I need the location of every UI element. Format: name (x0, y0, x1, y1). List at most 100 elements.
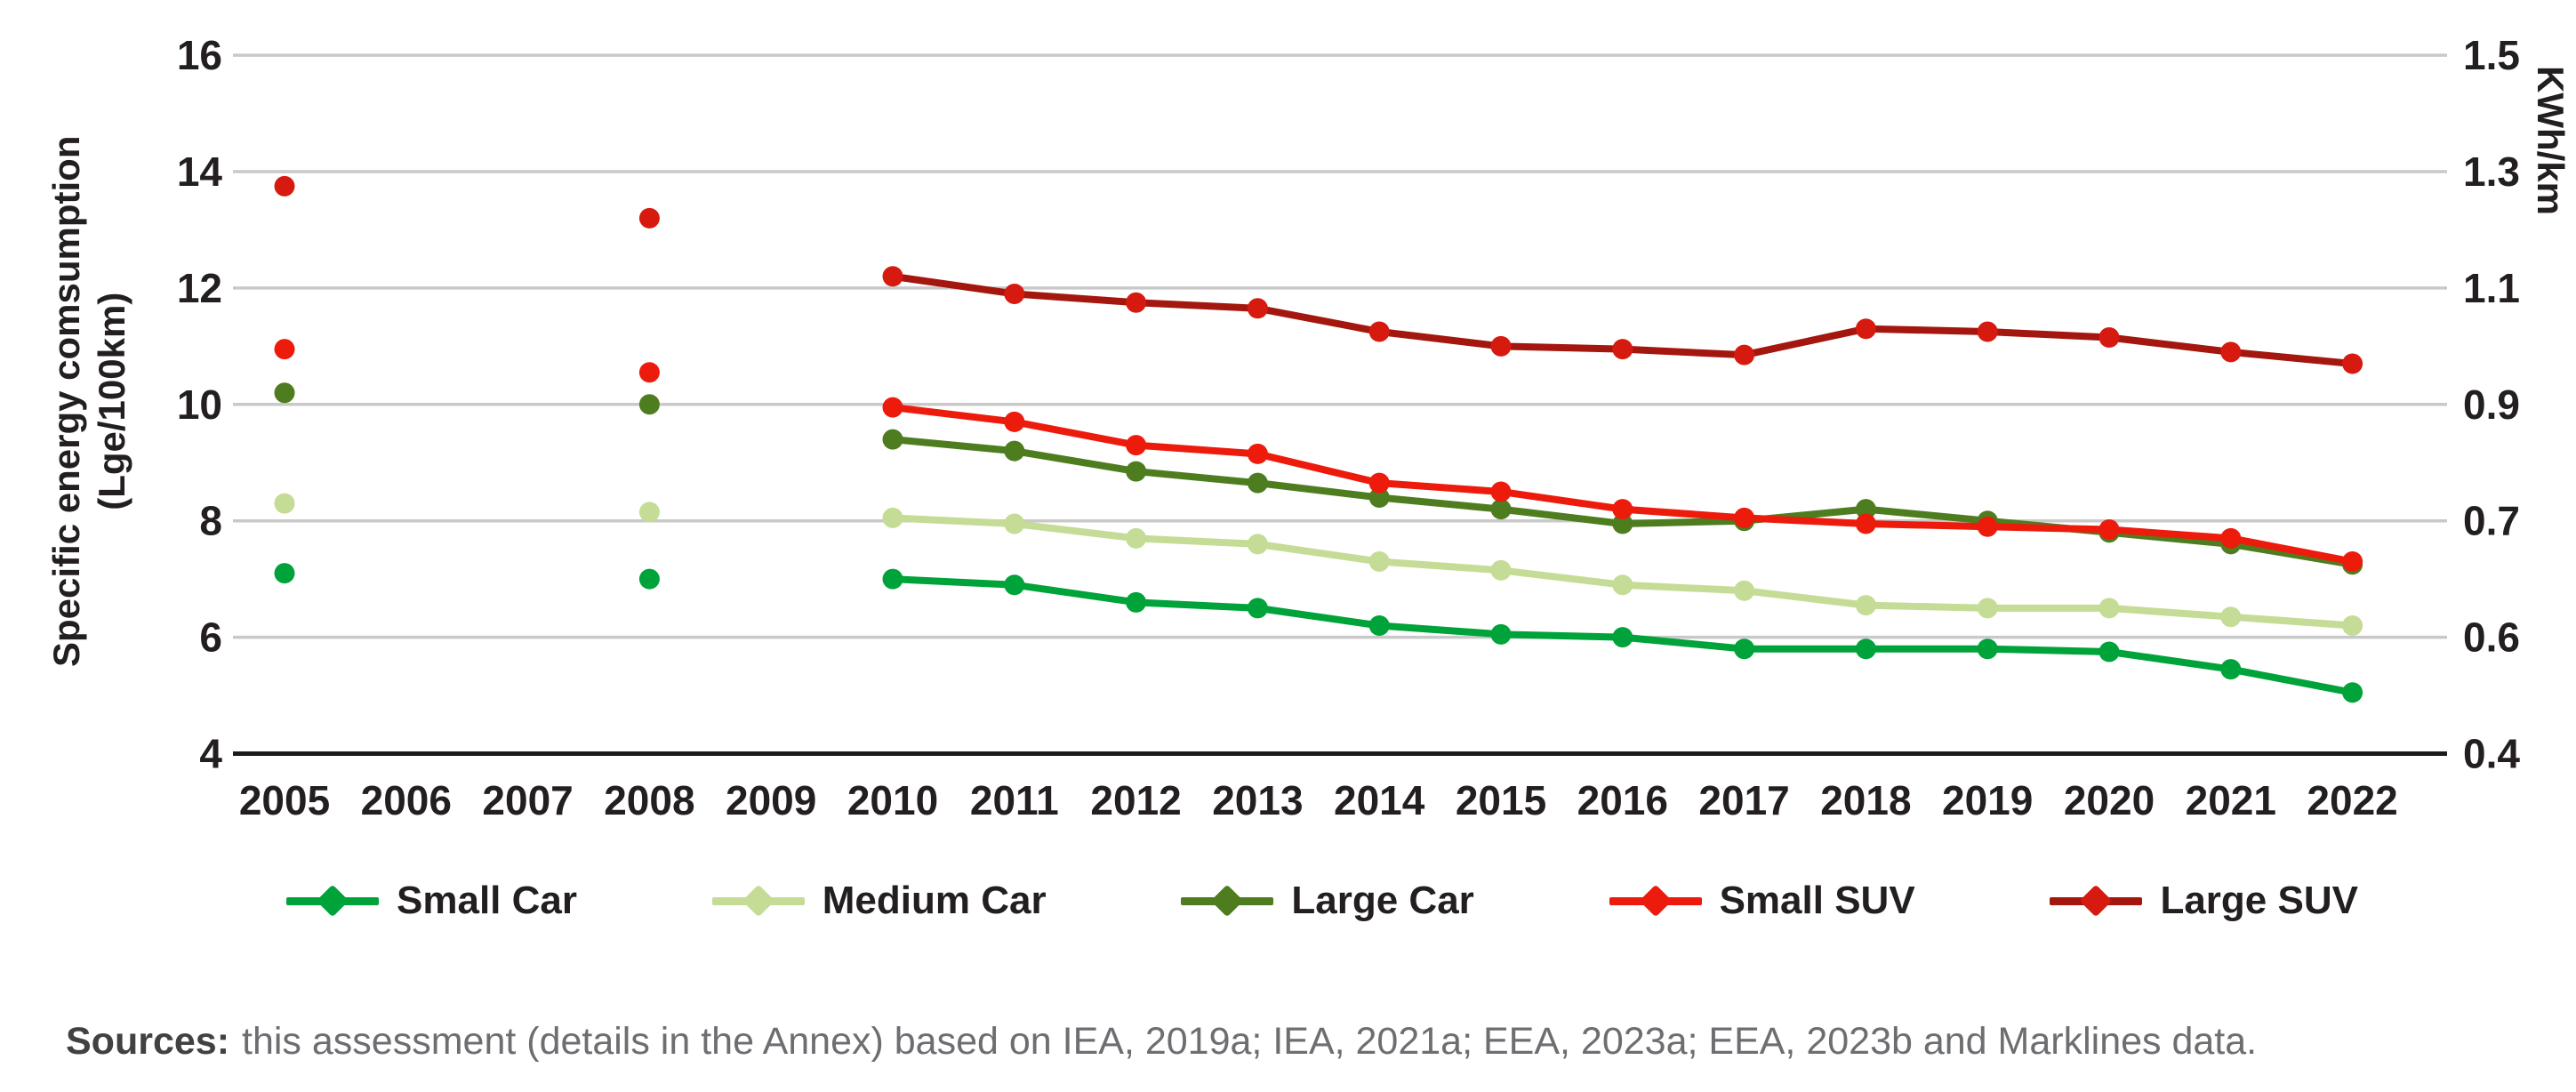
data-point-large-car (274, 382, 295, 404)
data-point-large-car (1004, 440, 1025, 462)
data-point-large-car (1247, 472, 1268, 494)
x-axis-tick-label: 2017 (1698, 777, 1789, 823)
data-point-small-car (1247, 598, 1268, 619)
data-point-small-car (1126, 591, 1147, 613)
y-axis-title: Specific energy comsumption (Lge/100km) (44, 35, 134, 767)
sources-text: this assessment (details in the Annex) b… (242, 1020, 2258, 1063)
x-axis-tick-label: 2014 (1334, 777, 1425, 823)
data-point-small-suv (1247, 443, 1268, 464)
data-point-small-suv (2342, 551, 2363, 573)
x-axis-tick-label: 2006 (361, 777, 452, 823)
data-point-large-suv (1004, 283, 1025, 304)
data-point-small-car (1855, 638, 1876, 660)
data-point-medium-car (1004, 513, 1025, 534)
data-point-small-suv (638, 362, 660, 383)
legend-item-small-suv: Small SUV (1609, 879, 1915, 923)
data-point-medium-car (2099, 598, 2120, 619)
data-point-small-car (1734, 638, 1755, 660)
y-axis-title-line2: (Lge/100km) (91, 292, 132, 510)
data-point-small-car (1368, 615, 1390, 637)
x-axis-tick-label: 2015 (1456, 777, 1546, 823)
y-axis-tick-label: 12 (177, 265, 222, 311)
legend-diamond (316, 884, 349, 918)
legend-label: Small SUV (1719, 879, 1915, 922)
data-point-small-suv (1855, 513, 1876, 534)
legend-marker-icon (1609, 884, 1702, 918)
legend-marker-icon (2050, 884, 2143, 918)
data-point-large-car (1490, 499, 1512, 520)
data-point-small-suv (1004, 411, 1025, 432)
legend-diamond (1639, 884, 1672, 918)
data-point-large-suv (1977, 321, 1998, 342)
data-point-small-suv (2220, 527, 2242, 549)
data-point-large-suv (274, 175, 295, 197)
sources-label: Sources: (66, 1020, 230, 1063)
legend-label: Large Car (1291, 879, 1474, 922)
data-point-small-car (2342, 682, 2363, 703)
data-point-small-car (2099, 641, 2120, 662)
y-axis-tick-label: 6 (199, 614, 222, 661)
data-point-small-car (882, 568, 903, 590)
data-point-small-car (1490, 623, 1512, 645)
legend-diamond (1210, 884, 1244, 918)
data-point-small-suv (1612, 499, 1633, 520)
data-point-small-suv (1977, 516, 1998, 537)
data-point-medium-car (1490, 559, 1512, 581)
data-point-large-suv (2220, 341, 2242, 363)
data-point-small-car (1977, 638, 1998, 660)
data-point-medium-car (2220, 606, 2242, 628)
data-point-small-suv (274, 339, 295, 360)
data-point-large-car (882, 429, 903, 450)
data-point-medium-car (274, 493, 295, 514)
data-point-medium-car (1855, 595, 1876, 616)
legend-diamond (2080, 884, 2113, 918)
data-point-large-car (638, 394, 660, 415)
x-axis-tick-label: 2016 (1577, 777, 1668, 823)
data-point-small-suv (1734, 507, 1755, 528)
data-point-large-suv (882, 266, 903, 287)
y2-axis-title: KWh/km (2530, 66, 2572, 215)
x-axis-tick-label: 2019 (1942, 777, 2033, 823)
data-point-large-suv (638, 207, 660, 229)
sources-line: Sources: this assessment (details in the … (66, 1019, 2538, 1065)
x-axis-tick-label: 2018 (1820, 777, 1911, 823)
legend-item-large-car: Large Car (1181, 879, 1474, 923)
data-point-large-suv (2099, 327, 2120, 349)
x-axis-tick-label: 2021 (2186, 777, 2276, 823)
y2-axis-tick-label: 0.4 (2463, 731, 2520, 777)
x-axis-tick-label: 2009 (726, 777, 816, 823)
y2-axis-tick-label: 0.9 (2463, 381, 2520, 428)
data-point-medium-car (1247, 534, 1268, 555)
x-axis-tick-label: 2008 (604, 777, 694, 823)
energy-consumption-line-chart: 16 1.5 14 1.3 12 1.1 10 0.9 8 0.7 6 0.6 4 0.4 2005 2006… (177, 32, 2521, 823)
legend-diamond (742, 884, 775, 918)
data-point-medium-car (2342, 615, 2363, 637)
x-axis-tick-label: 2010 (847, 777, 938, 823)
y2-axis-tick-label: 0.6 (2463, 614, 2520, 661)
y-axis-tick-label: 16 (177, 32, 222, 78)
x-axis-tick-label: 2020 (2064, 777, 2155, 823)
data-point-large-suv (1612, 339, 1633, 360)
data-point-small-suv (2099, 519, 2120, 541)
data-point-medium-car (1368, 551, 1390, 573)
data-point-large-car (1612, 513, 1633, 534)
y-axis-tick-label: 4 (199, 731, 222, 777)
data-point-large-car (1855, 499, 1876, 520)
y-axis-tick-label: 14 (177, 149, 223, 195)
legend-item-small-car: Small Car (286, 879, 577, 923)
data-point-medium-car (638, 502, 660, 523)
data-point-large-suv (1247, 298, 1268, 319)
legend-label: Large SUV (2160, 879, 2358, 922)
data-point-large-suv (1855, 318, 1876, 340)
y2-axis-tick-label: 1.3 (2463, 149, 2520, 195)
data-point-large-suv (2342, 353, 2363, 374)
data-point-medium-car (882, 507, 903, 528)
legend-marker-icon (286, 884, 379, 918)
legend-label: Small Car (397, 879, 577, 922)
x-axis-tick-label: 2012 (1090, 777, 1181, 823)
legend-marker-icon (1181, 884, 1274, 918)
legend: Small Car Medium Car Large Car Small SUV Lar… (286, 870, 2358, 932)
data-point-large-suv (1126, 292, 1147, 313)
x-axis-tick-label: 2013 (1212, 777, 1303, 823)
